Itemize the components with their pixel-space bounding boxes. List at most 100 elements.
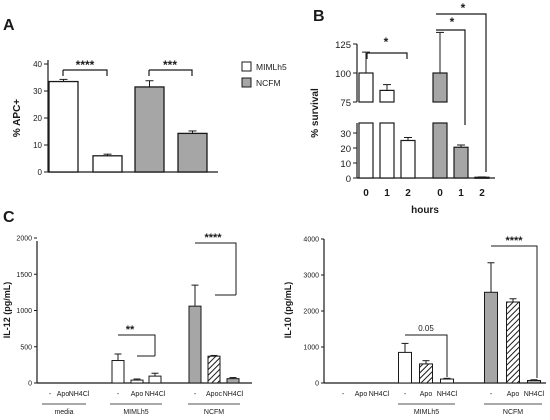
- il12-sig-1: **: [126, 324, 135, 336]
- group-label: MIMLh5: [123, 409, 148, 416]
- il10-sig-bracket-2: [491, 245, 538, 378]
- x-tick-label: 0: [437, 188, 443, 199]
- y-tick-label: 3000: [303, 273, 319, 280]
- il10-group-labels: MIMLh5 NCFM: [398, 403, 542, 416]
- panel-a-sig-2: ***: [163, 58, 177, 72]
- x-tick-label: Apoc: [206, 391, 222, 398]
- bar: [453, 146, 469, 179]
- error-bar: [59, 78, 68, 82]
- y-tick-label: 30: [33, 87, 42, 96]
- bar: [134, 86, 165, 173]
- error-bar: [422, 360, 430, 364]
- bar: [400, 139, 416, 179]
- il12-sig-2: ****: [204, 232, 222, 244]
- legend-label-mimlh5: MIMLh5: [256, 62, 287, 72]
- panel-a-bars: [48, 78, 208, 173]
- group-label: NCFM: [204, 409, 224, 416]
- bar: [527, 379, 541, 384]
- il10-sig-bracket-1: [405, 334, 448, 377]
- panel-b-bars: 0 1 2 0 1 2: [358, 31, 490, 199]
- y-tick-label: 2000: [303, 309, 319, 316]
- error-bar: [103, 153, 112, 156]
- x-tick-label: NH4Cl: [437, 391, 458, 398]
- error-bar: [210, 354, 218, 357]
- error-bar: [362, 51, 370, 73]
- y-tick-label: 40: [33, 60, 42, 69]
- panel-b-sig-bracket-1: [366, 52, 408, 59]
- il10-ylabel: IL-10 (pg/mL): [283, 282, 293, 339]
- y-tick-label: 4000: [303, 237, 319, 244]
- y-tick-label: 1000: [16, 308, 32, 315]
- error-bar: [487, 262, 495, 293]
- bar: [440, 378, 454, 384]
- il12-x-tick-labels: - Apo NH4Cl - Apo NH4Cl - Apoc NH4Cl: [49, 391, 244, 398]
- bar: [148, 375, 162, 384]
- y-tick-label: 0: [28, 381, 32, 388]
- x-tick-label: NH4Cl: [145, 391, 166, 398]
- error-bar: [436, 31, 444, 73]
- panel-b-sig-bracket-2: [436, 29, 466, 125]
- x-tick-label: Apo: [507, 391, 520, 398]
- x-tick-label: -: [342, 391, 345, 398]
- x-tick-label: 1: [384, 188, 390, 199]
- y-tick-label: 20: [33, 114, 42, 123]
- x-tick-label: 2: [405, 188, 411, 199]
- bar: [188, 305, 202, 384]
- error-bar: [145, 80, 154, 87]
- y-tick-label: 125: [335, 40, 351, 51]
- bar: [358, 72, 374, 179]
- y-tick-label: 75: [340, 98, 351, 109]
- x-tick-label: NH4Cl: [223, 391, 244, 398]
- y-tick-label: 0: [315, 381, 319, 388]
- y-tick-label: 10: [33, 141, 42, 150]
- panel-b-xlabel: hours: [411, 205, 439, 216]
- panel-b-sig-3: *: [461, 1, 466, 15]
- panel-a-letter: A: [3, 17, 15, 34]
- bar: [226, 378, 240, 384]
- panel-b-sig-bracket-3: [436, 13, 487, 172]
- error-bar: [530, 379, 538, 381]
- panel-c-letter: C: [3, 209, 15, 226]
- bar: [379, 89, 395, 179]
- x-tick-label: 1: [458, 188, 464, 199]
- legend-swatch-ncfm: [241, 77, 252, 88]
- x-tick-label: NH4Cl: [369, 391, 390, 398]
- y-tick-label: 10: [340, 159, 351, 170]
- x-tick-label: 2: [479, 188, 485, 199]
- bar: [177, 132, 208, 173]
- error-bar: [229, 377, 237, 379]
- x-tick-label: 0: [363, 188, 369, 199]
- panel-b-y-ticks: 0 10 20 30 75 100 125: [335, 40, 357, 185]
- panel-a-sig-1: ****: [76, 58, 95, 72]
- bar: [419, 363, 433, 384]
- y-tick-label: 100: [335, 69, 351, 80]
- panel-a-y-ticks: 0 10 20 30 40: [33, 60, 48, 177]
- il10-sig-1: 0.05: [418, 324, 434, 333]
- error-bar: [457, 144, 465, 148]
- error-bar: [509, 298, 517, 302]
- bar: [484, 291, 498, 384]
- bar: [432, 72, 448, 179]
- x-tick-label: Apo: [355, 391, 368, 398]
- il12-bars: [111, 284, 240, 384]
- panel-a-sig-bracket-1: [62, 69, 108, 76]
- error-bar: [404, 137, 412, 141]
- error-bar: [188, 130, 197, 134]
- bar: [398, 351, 412, 384]
- x-tick-label: Apo: [131, 391, 144, 398]
- y-tick-label: 20: [340, 144, 351, 155]
- x-tick-label: -: [117, 391, 120, 398]
- il12-ylabel: IL-12 (pg/mL): [2, 282, 12, 339]
- y-tick-label: 0: [38, 168, 43, 177]
- group-label: media: [54, 409, 73, 416]
- error-bar: [114, 353, 122, 361]
- panel-a-ylabel: % APC+: [12, 99, 23, 137]
- x-tick-label: -: [404, 391, 407, 398]
- panel-b-ylabel: % survival: [310, 88, 321, 138]
- y-tick-label: 0: [346, 174, 351, 185]
- error-bar: [133, 378, 141, 381]
